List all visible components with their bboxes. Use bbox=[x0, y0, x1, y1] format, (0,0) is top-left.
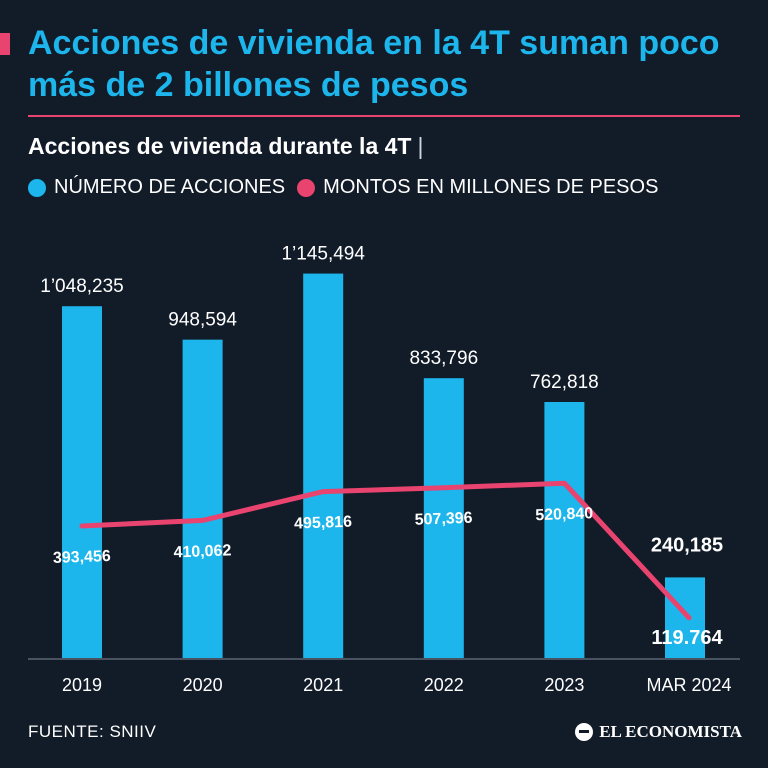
legend-swatch-montos bbox=[297, 178, 316, 197]
bar-value-label-1: 948,594 bbox=[168, 310, 237, 331]
bar-value-label-2: 1’145,494 bbox=[281, 244, 365, 265]
chart-legend: NÚMERO DE ACCIONES MONTOS EN MILLONES DE… bbox=[28, 176, 670, 199]
line-value-label-1: 410,062 bbox=[173, 542, 231, 561]
x-tick-label-5: MAR 2024 bbox=[646, 675, 731, 695]
legend-item-montos: MONTOS EN MILLONES DE PESOS bbox=[297, 176, 658, 199]
bar-2 bbox=[303, 273, 344, 658]
bar-value-label-3: 833,796 bbox=[409, 348, 478, 369]
chart-subtitle: Acciones de vivienda durante la 4T | bbox=[28, 133, 423, 160]
legend-swatch-acciones bbox=[28, 178, 46, 197]
legend-label-montos: MONTOS EN MILLONES DE PESOS bbox=[323, 176, 659, 198]
brand-icon bbox=[575, 723, 594, 741]
x-tick-label-4: 2023 bbox=[544, 675, 584, 695]
bar-value-label-4: 762,818 bbox=[530, 372, 599, 393]
title-accent-bar bbox=[0, 33, 10, 55]
line-value-label-3: 507,396 bbox=[414, 510, 472, 529]
source-note: FUENTE: SNIIV bbox=[28, 722, 157, 741]
brand-logo: EL ECONOMISTA bbox=[575, 722, 742, 742]
bar-4 bbox=[544, 402, 585, 658]
chart-subtitle-text: Acciones de vivienda durante la 4T bbox=[28, 133, 412, 159]
bar-1 bbox=[182, 339, 223, 658]
bar-value-label-0: 1’048,235 bbox=[40, 276, 123, 297]
line-value-label-5: 119.764 bbox=[651, 627, 723, 649]
subtitle-separator: | bbox=[417, 133, 424, 159]
bar-value-label-5: 240,185 bbox=[651, 534, 723, 556]
bar-3 bbox=[423, 378, 464, 658]
legend-label-acciones: NÚMERO DE ACCIONES bbox=[54, 176, 286, 198]
bar-5 bbox=[665, 577, 705, 658]
line-value-label-2: 495,816 bbox=[294, 514, 352, 533]
x-tick-label-3: 2022 bbox=[424, 675, 464, 695]
headline: Acciones de vivienda en la 4T suman poco… bbox=[28, 24, 720, 104]
legend-item-acciones: NÚMERO DE ACCIONES bbox=[28, 176, 285, 199]
x-tick-label-2: 2021 bbox=[303, 675, 343, 695]
brand-name: EL ECONOMISTA bbox=[599, 722, 742, 741]
x-tick-label-0: 2019 bbox=[62, 675, 102, 695]
line-montos bbox=[79, 480, 692, 621]
line-value-label-4: 520,840 bbox=[535, 505, 593, 524]
x-tick-label-1: 2020 bbox=[183, 675, 223, 695]
title-divider bbox=[28, 115, 740, 117]
bar-0 bbox=[62, 306, 102, 658]
line-value-label-0: 393,456 bbox=[53, 548, 111, 567]
